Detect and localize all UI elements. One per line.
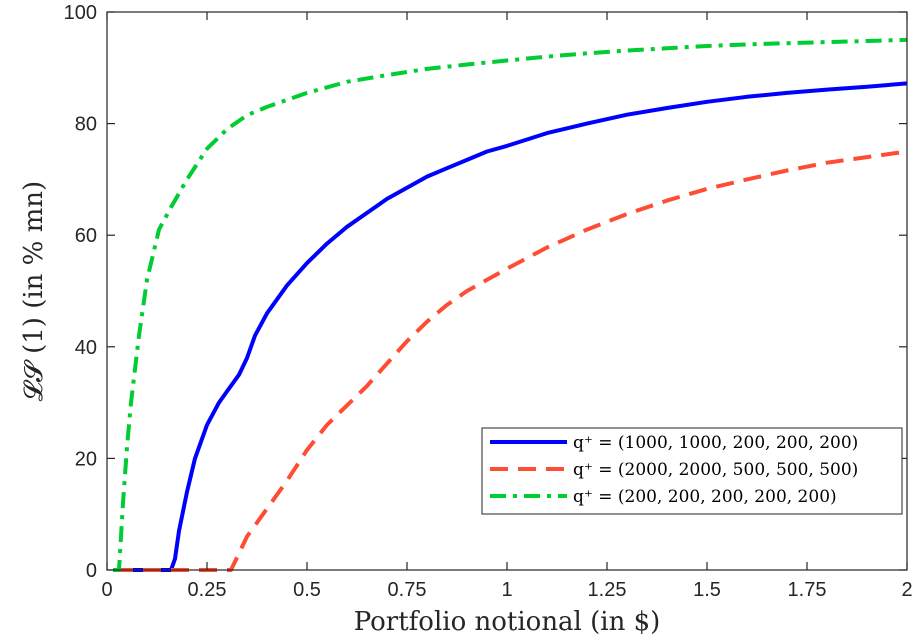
- legend: q⁺ = (1000, 1000, 200, 200, 200) q⁺ = (20…: [481, 427, 903, 515]
- x-tick-label: 1.5: [693, 579, 721, 601]
- series-line-2: [115, 149, 908, 572]
- y-tick-label: 20: [75, 448, 97, 470]
- x-tick-label: 0: [101, 579, 112, 601]
- legend-entry-3: q⁺ = (200, 200, 200, 200, 200): [573, 487, 837, 507]
- legend-entry-1: q⁺ = (1000, 1000, 200, 200, 200): [573, 433, 858, 453]
- series-line-3: [113, 37, 908, 572]
- y-tick-label: 0: [86, 560, 97, 582]
- series-layer: [113, 37, 908, 572]
- y-tick-label: 40: [75, 337, 97, 359]
- y-tick-label: 80: [75, 114, 97, 136]
- x-tick-label: 0.5: [293, 579, 321, 601]
- x-tick-label: 1.25: [588, 579, 627, 601]
- y-tick-label: 60: [75, 225, 97, 247]
- legend-entry-2: q⁺ = (2000, 2000, 500, 500, 500): [573, 460, 858, 480]
- x-tick-label: 1.75: [788, 579, 827, 601]
- x-axis-label: Portfolio notional (in $): [354, 607, 661, 637]
- y-axis-label: 𝓛𝓢 (1) (in % mn): [19, 181, 49, 401]
- y-tick-label: 100: [64, 2, 97, 24]
- x-tick-label: 2: [901, 579, 912, 601]
- x-tick-label: 0.25: [188, 579, 227, 601]
- x-tick-label: 0.75: [388, 579, 427, 601]
- series-line-1: [115, 81, 908, 572]
- x-tick-label: 1: [501, 579, 512, 601]
